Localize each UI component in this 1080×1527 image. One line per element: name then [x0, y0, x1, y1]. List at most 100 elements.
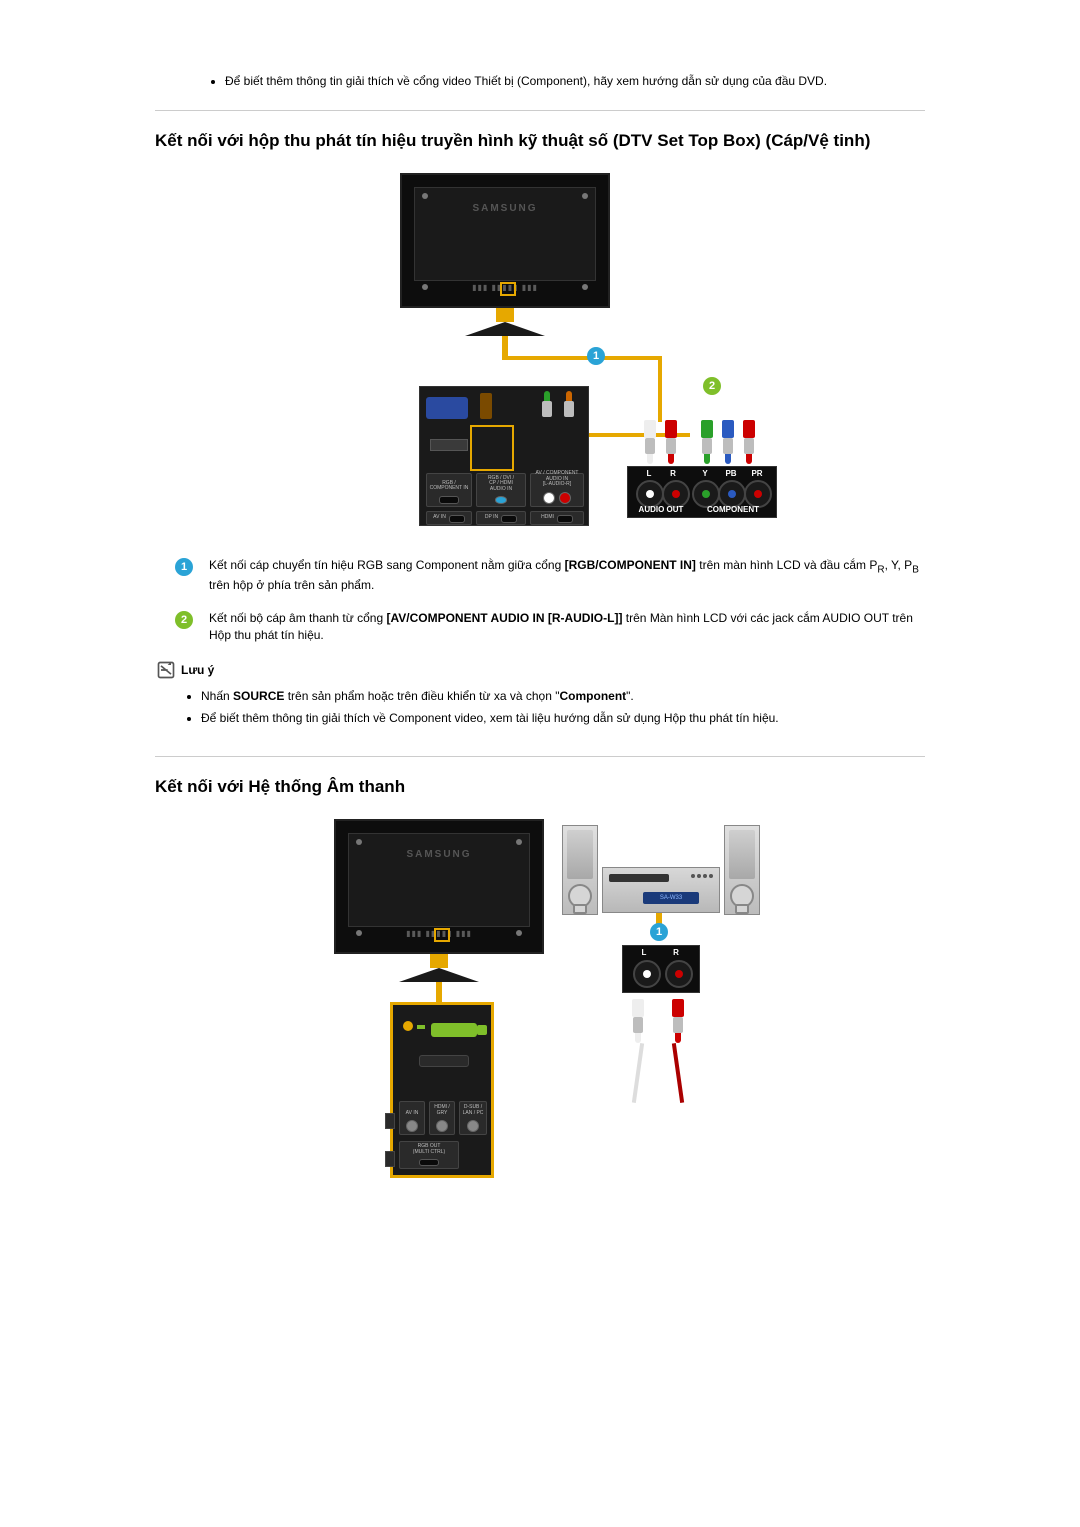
- tv-stand: [496, 308, 514, 322]
- s2-stand: [430, 954, 448, 968]
- s2-port-3: D-SUB / LAN / PC: [459, 1101, 487, 1135]
- cable1-segment-c: [658, 356, 662, 422]
- s2-cable-tail-l: [632, 1043, 644, 1103]
- panel-front-slot: [430, 439, 468, 451]
- page-container: Để biết thêm thông tin giải thích về cổn…: [135, 0, 945, 1251]
- step-2-badge: 2: [175, 611, 193, 629]
- stb-label-r: R: [664, 469, 682, 478]
- section2-diagram: SAMSUNG ▮▮▮ ▮▮▮▮▮ ▮▮▮: [155, 819, 925, 1189]
- s2-led-d: [516, 930, 522, 936]
- stb-label-pb: PB: [722, 469, 740, 478]
- panel-highlight-box: [470, 425, 514, 471]
- s2-port-1: AV IN: [399, 1101, 425, 1135]
- s2-side-tab-2: [385, 1151, 395, 1167]
- panel-port-rgb-component: RGB / COMPONENT IN: [426, 473, 472, 507]
- note-heading: Lưu ý: [155, 660, 925, 680]
- step-2-text: Kết nối bộ cáp âm thanh từ cổng [AV/COMP…: [209, 610, 925, 644]
- stb-jack-y: [692, 480, 720, 508]
- s2-cable-tail-r: [672, 1043, 684, 1103]
- amp-slot: [609, 874, 669, 882]
- step-1: 1 Kết nối cáp chuyển tín hiệu RGB sang C…: [175, 557, 925, 594]
- s2-port-highlight: [434, 928, 450, 942]
- s2-tv-monitor: SAMSUNG ▮▮▮ ▮▮▮▮▮ ▮▮▮: [334, 819, 544, 954]
- stb-jack-r: [662, 480, 690, 508]
- rca-plug-comp-pr: [743, 420, 755, 464]
- separator-2: [155, 756, 925, 757]
- rca-plug-audio-r: [665, 420, 677, 464]
- s2-stand-base-wrap: [399, 968, 479, 982]
- note-bullet-list: Nhấn SOURCE trên sản phẩm hoặc trên điều…: [201, 686, 925, 729]
- rca-plug-comp-y: [701, 420, 713, 464]
- cable1-segment-b: [502, 356, 662, 360]
- s2-led-c: [356, 930, 362, 936]
- separator-1: [155, 110, 925, 111]
- s2-side-tab-1: [385, 1113, 395, 1129]
- stb-component-label: COMPONENT: [696, 505, 770, 514]
- lime-audio-plug-icon: [431, 1023, 477, 1037]
- note-bullet-1: Nhấn SOURCE trên sản phẩm hoặc trên điều…: [201, 686, 925, 706]
- tv-stand-base-wrap: [465, 322, 545, 336]
- tv-port-highlight: [500, 282, 516, 296]
- tv-led-left-bottom: [422, 284, 428, 290]
- note-icon: [155, 660, 177, 680]
- rca-plug-audio-l: [644, 420, 656, 464]
- s2-panel-mini-plug: [417, 1025, 425, 1029]
- s2-tv-brand: SAMSUNG: [406, 849, 471, 860]
- step-1-text: Kết nối cáp chuyển tín hiệu RGB sang Com…: [209, 557, 925, 594]
- panel-port-av-in: AV IN: [426, 511, 472, 525]
- stb-label-l: L: [640, 469, 658, 478]
- panel-port-hdmi: HDMI: [530, 511, 584, 525]
- lr-jack-l: [633, 960, 661, 988]
- stb-jack-pb: [718, 480, 746, 508]
- stb-jack-pr: [744, 480, 772, 508]
- lr-audio-panel: L R: [622, 945, 700, 993]
- s2-cable-tv-down: [436, 982, 442, 1004]
- stb-jack-l: [636, 480, 664, 508]
- s2-rca-plug-r: [672, 999, 684, 1043]
- speaker-left: [562, 825, 598, 915]
- panel-port-dp-in: DP IN: [476, 511, 526, 525]
- diagram-badge-1: 1: [587, 347, 605, 365]
- panel-port-av-component-audio: AV / COMPONENT AUDIO IN [L-AUDIO-R]: [530, 473, 584, 507]
- section2-title: Kết nối với Hệ thống Âm thanh: [155, 775, 925, 799]
- section1-title: Kết nối với hộp thu phát tín hiệu truyền…: [155, 129, 925, 153]
- stb-label-y: Y: [696, 469, 714, 478]
- top-note-list: Để biết thêm thông tin giải thích về cổn…: [185, 72, 925, 90]
- s2-port-4: RGB OUT (MULTI CTRL): [399, 1141, 459, 1169]
- section1-steps: 1 Kết nối cáp chuyển tín hiệu RGB sang C…: [175, 557, 925, 644]
- tv-back-panel: RGB / COMPONENT IN RGB / DVI / CP / HDMI…: [419, 386, 589, 526]
- tv-brand-text: SAMSUNG: [472, 203, 537, 214]
- top-note-bullet: Để biết thêm thông tin giải thích về cổn…: [225, 72, 925, 90]
- panel-rca-plug-2: [564, 391, 574, 417]
- speaker-right: [724, 825, 760, 915]
- tv-stand-stem: [496, 308, 514, 322]
- panel-port-audio-in: RGB / DVI / CP / HDMI AUDIO IN: [476, 473, 526, 507]
- stb-audio-out-label: AUDIO OUT: [632, 505, 690, 514]
- s2-tv-screen: [348, 833, 530, 927]
- stb-label-pr: PR: [748, 469, 766, 478]
- lr-label-l: L: [635, 948, 653, 957]
- tv-screen: [414, 187, 596, 281]
- section1-diagram: SAMSUNG ▮▮▮ ▮▮▮▮▮ ▮▮▮ 1 2: [155, 173, 925, 533]
- step-2: 2 Kết nối bộ cáp âm thanh từ cổng [AV/CO…: [175, 610, 925, 644]
- s2-tv-back-panel: AV IN HDMI / GRY D-SUB / LAN / PC RGB OU…: [392, 1004, 492, 1176]
- note-bullet-2: Để biết thêm thông tin giải thích về Com…: [201, 708, 925, 728]
- s2-rca-plug-l: [632, 999, 644, 1043]
- section1-note: Lưu ý Nhấn SOURCE trên sản phẩm hoặc trê…: [155, 660, 925, 729]
- tv-led-right-top: [582, 193, 588, 199]
- tv-led-right-bottom: [582, 284, 588, 290]
- lr-label-r: R: [667, 948, 685, 957]
- tv-monitor: SAMSUNG ▮▮▮ ▮▮▮▮▮ ▮▮▮: [400, 173, 610, 308]
- lr-jack-r: [665, 960, 693, 988]
- s2-panel-slot: [419, 1055, 469, 1067]
- tv-led-left-top: [422, 193, 428, 199]
- amp-display: SA-W33: [643, 892, 699, 904]
- set-top-box: L R AUDIO OUT Y PB PR COMPONENT: [627, 466, 777, 518]
- panel-rca-plug-1: [542, 391, 552, 417]
- vga-plug-icon: [426, 397, 468, 419]
- rca-plug-comp-pb: [722, 420, 734, 464]
- tv-stand-base: [465, 322, 545, 336]
- step-1-badge: 1: [175, 558, 193, 576]
- cable1-segment-a: [502, 336, 508, 356]
- diagram-badge-2: 2: [703, 377, 721, 395]
